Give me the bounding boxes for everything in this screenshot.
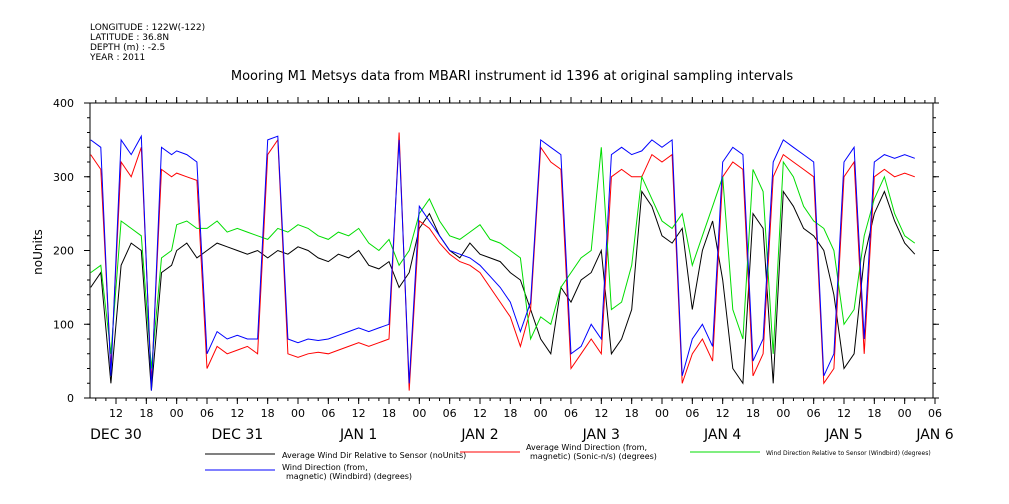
x-tick-label: 00 [776,407,790,420]
x-tick-label: 12 [837,407,851,420]
x-day-label: JAN 1 [339,427,377,443]
x-tick-label: 06 [928,407,942,420]
legend-label: magnetic) (Sonic-n/s) (degrees) [530,452,657,461]
y-axis: 0 100 200 300 400 [53,97,939,405]
legend-label: Average Wind Dir Relative to Sensor (noU… [282,451,466,460]
series-line-3 [90,147,916,369]
x-tick-label: 18 [503,407,517,420]
y-tick-label: 0 [67,392,74,405]
legend-label: Wind Direction (from, [282,463,368,472]
legend-label: Average Wind Direction (from, [526,443,647,452]
x-day-label: JAN 2 [460,427,498,443]
y-tick-label: 200 [53,245,74,258]
x-tick-label: 12 [473,407,487,420]
x-tick-label: 00 [655,407,669,420]
series-line-2 [90,132,915,391]
x-tick-label: 06 [564,407,578,420]
plot-frame [89,102,934,399]
x-tick-label: 18 [382,407,396,420]
x-tick-label: 00 [898,407,912,420]
x-tick-label: 12 [716,407,730,420]
y-tick-label: 300 [53,171,74,184]
legend-label: Wind Direction Relative to Sensor (Windb… [766,450,931,457]
series-line-4 [90,134,915,391]
x-tick-label: 00 [170,407,184,420]
longitude-text: LONGITUDE : 122W(-122) [90,23,205,33]
x-day-label: JAN 4 [703,427,741,443]
x-axis: 12 18 00 06 12 18 00 06 12 18 00 06 12 18 00 06 12 18 00 06… [90,97,954,443]
x-day-label: DEC 30 [90,427,142,443]
x-tick-label: 18 [867,407,881,420]
series-line-1 [90,189,916,391]
x-tick-label: 12 [352,407,366,420]
x-day-label: DEC 31 [211,427,263,443]
x-tick-label: 06 [200,407,214,420]
series-layer [90,132,916,391]
x-tick-label: 18 [625,407,639,420]
x-tick-label: 12 [594,407,608,420]
y-tick-label: 100 [53,318,74,331]
x-day-label: JAN 5 [824,427,862,443]
chart-title: Mooring M1 Metsys data from MBARI instru… [231,69,793,84]
x-day-label: JAN 6 [915,427,953,443]
y-axis-label: noUnits [31,229,45,275]
x-tick-label: 00 [291,407,305,420]
year-text: YEAR : 2011 [89,53,145,63]
x-tick-label: 12 [230,407,244,420]
x-tick-label: 18 [261,407,275,420]
y-tick-label: 400 [53,97,74,110]
x-tick-label: 06 [685,407,699,420]
x-tick-label: 06 [443,407,457,420]
x-tick-label: 12 [109,407,123,420]
x-day-label: JAN 3 [582,427,620,443]
x-tick-label: 18 [139,407,153,420]
x-tick-label: 00 [412,407,426,420]
x-tick-label: 06 [807,407,821,420]
legend: Average Wind Dir Relative to Sensor (noU… [205,443,931,481]
latitude-text: LATITUDE : 36.8N [90,33,169,43]
x-tick-label: 06 [321,407,335,420]
plot-border [89,102,934,399]
legend-label: magnetic) (Windbird) (degrees) [286,472,412,481]
depth-text: DEPTH (m) : -2.5 [90,43,165,53]
x-tick-label: 00 [534,407,548,420]
x-tick-label: 18 [746,407,760,420]
